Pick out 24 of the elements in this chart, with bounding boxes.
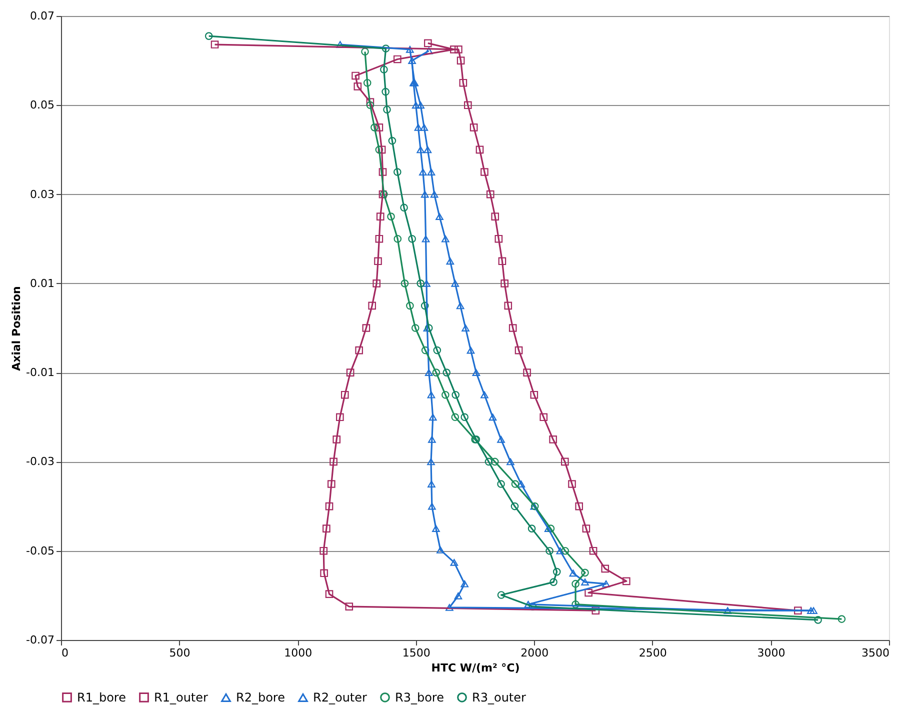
x-axis-title: HTC W/(m² °C) [431,662,520,674]
legend-label: R1_bore [77,690,126,704]
y-tick-label: 0.07 [30,10,54,22]
y-tick-label: 0.05 [30,98,54,112]
x-tick-label: 500 [169,646,190,660]
y-tick-label: -0.03 [26,455,54,468]
x-tick-label: 2000 [520,646,549,660]
legend-label: R1_outer [154,690,208,704]
x-tick-label: 3000 [757,646,786,660]
x-tick-label: 0 [62,646,68,660]
y-axis-title: Axial Position [10,286,24,371]
x-tick-label: 1500 [402,646,430,660]
legend-label: R3_bore [395,690,444,704]
y-tick-label: -0.05 [26,544,54,558]
x-tick-label: 2500 [638,646,667,660]
y-tick-label: -0.01 [26,366,54,380]
legend-label: R2_outer [313,690,368,705]
y-tick-label: 0.03 [30,188,54,201]
x-tick-label: 1000 [284,646,312,660]
legend-label: R3_outer [472,690,526,704]
y-tick-label: 0.01 [30,276,54,290]
x-tick-label: 3500 [862,646,890,660]
legend-label: R2_bore [236,690,285,705]
y-tick-label: -0.07 [26,634,54,646]
